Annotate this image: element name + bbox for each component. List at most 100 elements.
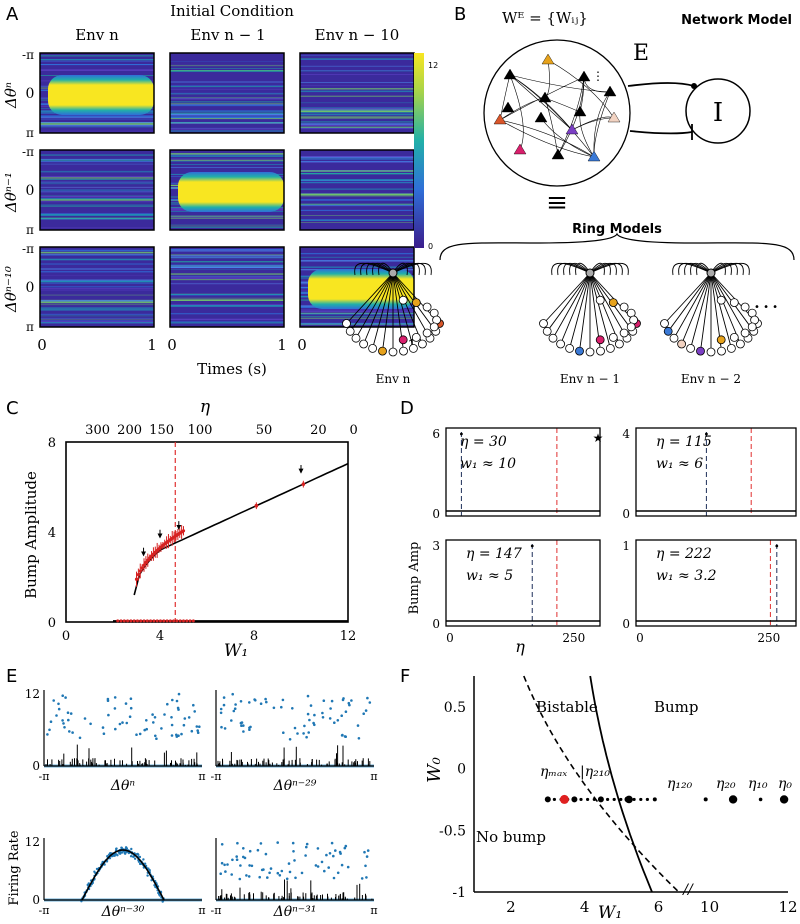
e-rate-point bbox=[170, 723, 174, 727]
e-rate-point bbox=[219, 711, 223, 715]
network-model-title: Network Model bbox=[681, 13, 792, 28]
e-rate-point bbox=[294, 876, 297, 880]
heatmap-stripe bbox=[170, 110, 284, 112]
heatmap-stripe bbox=[300, 256, 414, 258]
e-rate-point bbox=[316, 847, 320, 850]
heatmap-stripe bbox=[170, 283, 284, 285]
heatmap-stripe bbox=[300, 173, 414, 175]
d-subplot: 4 0 η = 115 w₁ ≈ 6 bbox=[622, 427, 797, 521]
heatmap-stripe bbox=[170, 104, 284, 105]
heatmap-stripe bbox=[300, 158, 414, 160]
e-rate-point bbox=[55, 714, 58, 717]
e-rate-point bbox=[291, 841, 295, 845]
colorbar bbox=[414, 53, 424, 248]
network-graph: ⋮ bbox=[493, 53, 621, 162]
e-rate-point bbox=[339, 852, 342, 855]
e-rate-point bbox=[69, 712, 73, 715]
heatmap-stripe bbox=[40, 279, 154, 281]
heatmap-stripe bbox=[170, 68, 284, 69]
heatmap-stripe bbox=[300, 260, 414, 262]
panel-e-ylabel: Firing Rate bbox=[7, 830, 22, 905]
e-xtick-right: π bbox=[198, 904, 205, 917]
eta-max-point bbox=[559, 794, 569, 804]
xtick-one: 1 bbox=[147, 336, 157, 354]
heatmap-stripe bbox=[40, 268, 154, 270]
ring-arc bbox=[354, 262, 394, 276]
ring-spoke bbox=[579, 272, 591, 352]
top-tick-label: 20 bbox=[310, 423, 327, 438]
network-neuron bbox=[607, 111, 621, 123]
panel-a-letter: A bbox=[6, 4, 19, 25]
heatmap-stripe bbox=[300, 107, 414, 109]
ring-spoke bbox=[690, 272, 712, 349]
e-rate-point bbox=[138, 855, 142, 859]
e-rate-point bbox=[343, 846, 347, 850]
d-frame bbox=[445, 539, 601, 627]
sample-point bbox=[639, 797, 643, 802]
ring-node bbox=[619, 328, 629, 338]
e-ytick-max: 12 bbox=[25, 835, 40, 849]
ring-spoke bbox=[552, 272, 591, 339]
e-rate-point bbox=[293, 726, 297, 730]
heatmap-stripe bbox=[40, 294, 154, 296]
e-rate-point bbox=[248, 849, 252, 853]
ring-node bbox=[422, 302, 432, 312]
heatmap-cell bbox=[169, 52, 285, 134]
ytick-pi: π bbox=[26, 320, 34, 334]
network-edge bbox=[571, 116, 615, 131]
e-rate-point bbox=[239, 700, 243, 703]
network-neuron bbox=[493, 113, 507, 125]
ring-node bbox=[548, 333, 558, 343]
heatmap-stripe bbox=[40, 158, 154, 161]
panel-c-xlabel: W₁ bbox=[224, 641, 248, 661]
d-ytick-max: 1 bbox=[622, 539, 630, 553]
panel-d-xlabel: η bbox=[515, 637, 525, 656]
e-rate-point bbox=[232, 709, 236, 713]
heatmap-stripe bbox=[40, 177, 154, 179]
heatmap-stripe bbox=[170, 321, 284, 322]
bump-branch bbox=[133, 462, 349, 596]
d-peak-marker bbox=[775, 544, 779, 548]
e-rate-point bbox=[336, 719, 340, 722]
network-more-dots: ⋮ bbox=[592, 69, 604, 83]
heatmap-stripe bbox=[170, 282, 284, 285]
e-rate-point bbox=[272, 706, 276, 710]
heatmap-stripe bbox=[170, 300, 284, 301]
amplitude-point bbox=[148, 556, 152, 560]
f-ytick: 0.5 bbox=[444, 700, 466, 716]
heatmap-stripe bbox=[300, 110, 414, 112]
e-ytick-max: 12 bbox=[25, 687, 40, 701]
heatmap-stripe bbox=[170, 167, 284, 168]
region-bump: Bump bbox=[654, 698, 699, 716]
label-eta-120: η₁₂₀ bbox=[667, 776, 693, 792]
ring-node bbox=[706, 347, 716, 357]
heatmap-stripe bbox=[40, 274, 154, 276]
zero-point bbox=[162, 619, 166, 623]
network-neuron bbox=[503, 68, 517, 80]
e-rate-point bbox=[152, 721, 155, 724]
e-rate-point bbox=[325, 853, 328, 857]
heatmap-stripe bbox=[40, 59, 154, 61]
ytick-neg-pi: -π bbox=[22, 242, 34, 256]
heatmap-stripe bbox=[300, 102, 414, 104]
e-rate-point bbox=[357, 737, 361, 740]
e-rate-point bbox=[177, 734, 180, 737]
ring-spoke bbox=[681, 272, 712, 345]
ring-3-label: Env n − 2 bbox=[681, 372, 741, 386]
heatmap-stripe bbox=[300, 205, 414, 207]
e-rate-point bbox=[235, 855, 238, 858]
ring-spoke bbox=[673, 272, 712, 339]
e-rate-point bbox=[366, 696, 369, 700]
e-rate-point bbox=[224, 870, 227, 873]
d-xtick: 250 bbox=[562, 631, 585, 645]
heatmap-stripe bbox=[300, 161, 414, 163]
ring-spoke bbox=[392, 272, 423, 345]
heatmap-stripe bbox=[40, 300, 154, 302]
bistable-boundary bbox=[523, 675, 680, 893]
e-rate-point bbox=[245, 874, 248, 877]
heatmap-stripe bbox=[170, 217, 284, 219]
heatmap-stripe bbox=[40, 250, 154, 252]
ring-node bbox=[740, 328, 750, 338]
e-rate-point bbox=[115, 853, 118, 856]
heatmap-stripe bbox=[300, 70, 414, 72]
